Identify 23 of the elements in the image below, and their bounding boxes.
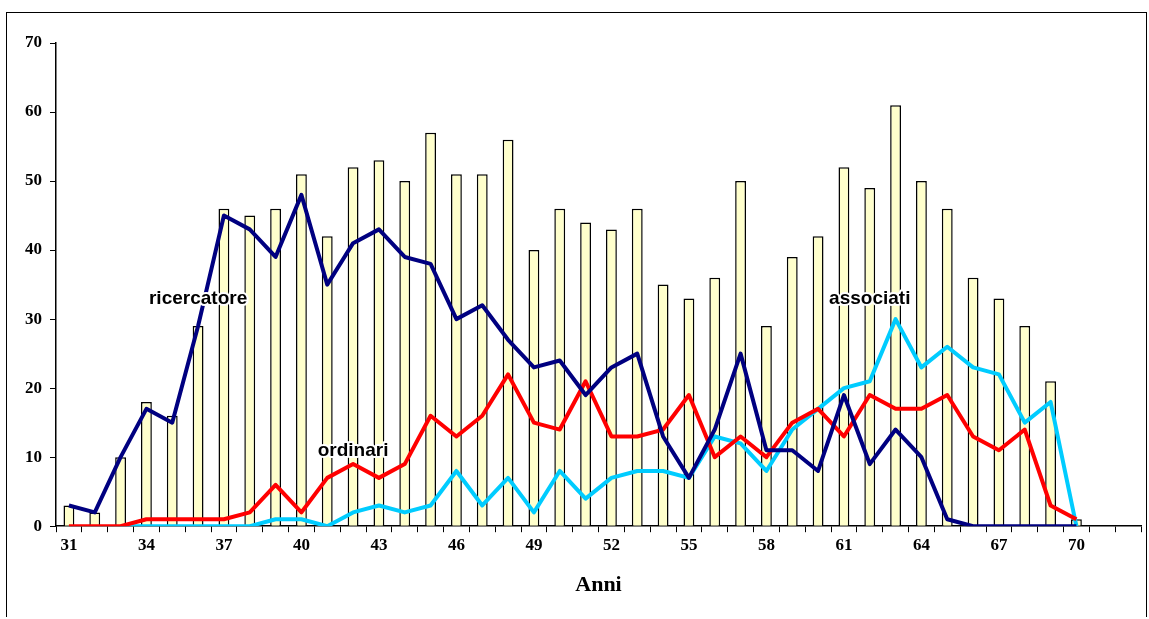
x-tick-label: 61 [835,534,853,554]
x-tick-label: 52 [602,534,620,554]
x-tick-label: 64 [912,534,931,554]
y-tick-label: 40 [25,239,42,259]
x-tick-label: 31 [60,534,78,554]
y-tick-label: 70 [25,32,42,52]
y-tick-label: 30 [25,308,42,328]
x-axis-title: Anni [575,571,622,597]
y-tick-label: 50 [25,170,42,190]
x-tick-label: 70 [1067,534,1085,554]
x-tick-label: 55 [680,534,698,554]
y-tick-label: 10 [25,446,42,466]
x-tick-label: 46 [447,534,465,554]
x-tick-label: 34 [137,534,156,554]
x-tick-label: 67 [990,534,1008,554]
y-tick-label: 60 [25,101,42,121]
x-tick-label: 40 [292,534,310,554]
x-tick-label: 49 [525,534,543,554]
x-tick-label: 43 [370,534,388,554]
y-tick-label: 0 [33,515,42,535]
x-tick-label: 58 [757,534,775,554]
y-tick-label: 20 [25,377,42,397]
x-tick-label: 37 [215,534,233,554]
